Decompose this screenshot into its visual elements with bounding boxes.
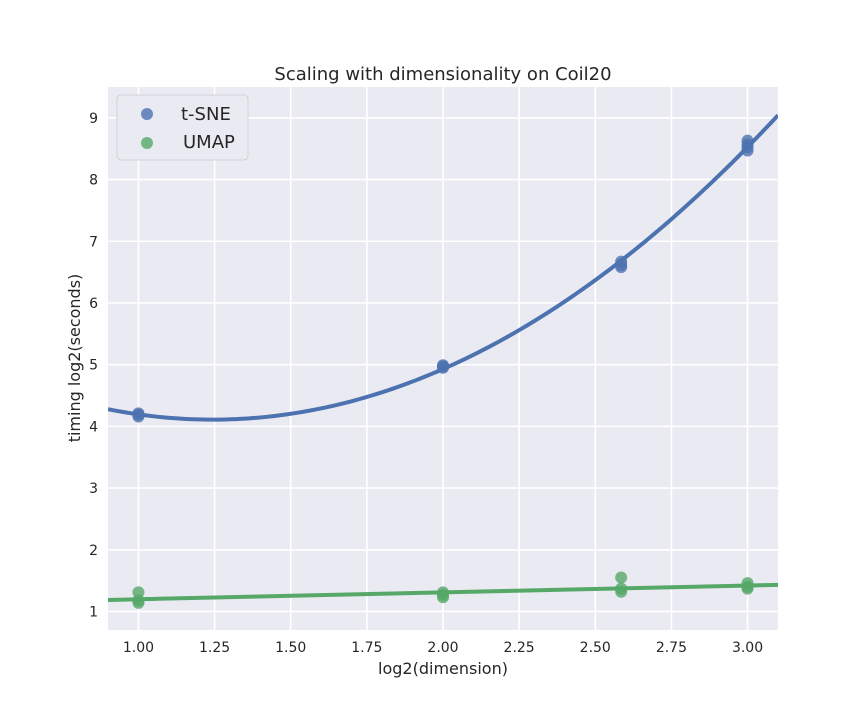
x-tick-label: 2.50 — [580, 640, 611, 656]
scatter-points — [132, 134, 754, 609]
data-point-tsne — [615, 255, 628, 268]
x-axis-title: log2(dimension) — [378, 659, 508, 678]
x-tick-label: 1.00 — [123, 640, 154, 656]
y-tick-label: 1 — [89, 604, 98, 620]
data-point-tsne — [741, 134, 754, 147]
x-tick-label: 2.00 — [427, 640, 458, 656]
y-tick-label: 9 — [89, 111, 98, 127]
data-point-umap — [741, 577, 754, 590]
y-tick-label: 7 — [89, 234, 98, 250]
legend-marker-umap — [141, 137, 153, 149]
data-point-tsne — [132, 407, 145, 420]
x-tick-label: 3.00 — [732, 640, 763, 656]
x-tick-label: 2.75 — [656, 640, 687, 656]
data-point-umap — [615, 582, 628, 595]
data-point-tsne — [437, 359, 449, 372]
x-tick-label: 2.25 — [504, 640, 535, 656]
chart-title: Scaling with dimensionality on Coil20 — [274, 64, 611, 85]
data-point-umap — [437, 586, 449, 599]
x-tick-label: 1.75 — [351, 640, 382, 656]
y-tick-label: 2 — [89, 543, 98, 559]
y-tick-label: 8 — [89, 173, 98, 189]
data-point-umap — [615, 571, 628, 584]
y-tick-label: 5 — [89, 358, 98, 374]
legend-marker-tsne — [141, 108, 153, 120]
y-axis-title: timing log2(seconds) — [65, 274, 84, 443]
grid-vertical — [137, 87, 749, 630]
y-tick-label: 3 — [89, 481, 98, 497]
x-tick-label: 1.25 — [199, 640, 230, 656]
x-tick-labels: 1.00 1.25 1.50 1.75 2.00 2.25 2.50 2.75 3.00 — [123, 640, 763, 656]
y-tick-label: 6 — [89, 296, 98, 312]
y-tick-label: 4 — [89, 419, 98, 435]
y-tick-labels: 1 2 3 4 5 6 7 8 9 — [89, 111, 98, 621]
legend-label-umap: UMAP — [183, 132, 235, 153]
legend: t-SNE UMAP — [116, 94, 249, 161]
data-point-umap — [132, 586, 145, 599]
x-tick-label: 1.50 — [275, 640, 306, 656]
legend-label-tsne: t-SNE — [181, 104, 231, 125]
